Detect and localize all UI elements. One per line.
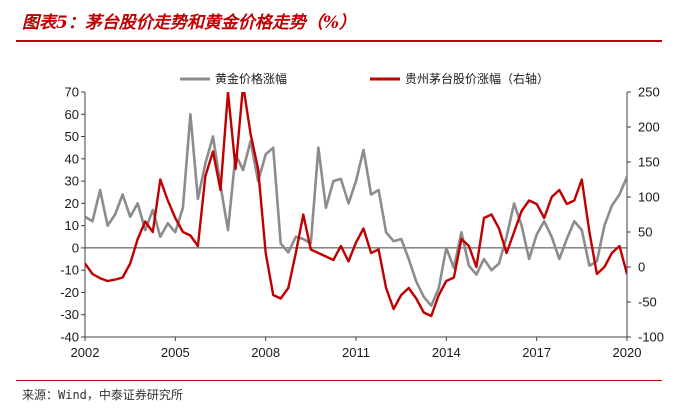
right-axis-tick-label: 50 bbox=[638, 225, 652, 240]
x-axis-tick-label: 2014 bbox=[432, 345, 461, 360]
x-axis-tick-label: 2002 bbox=[71, 345, 100, 360]
legend-label-gold: 黄金价格涨幅 bbox=[215, 71, 287, 86]
chart-axes: 706050403020100-10-20-30-402502001501005… bbox=[60, 85, 664, 361]
x-axis-tick-label: 2005 bbox=[161, 345, 190, 360]
left-axis-tick-label: 70 bbox=[65, 85, 79, 100]
x-axis-tick-label: 2011 bbox=[342, 345, 370, 360]
right-axis-tick-label: 0 bbox=[638, 260, 645, 275]
left-axis-tick-label: 30 bbox=[65, 174, 79, 189]
left-axis-tick-label: -40 bbox=[60, 330, 79, 345]
x-axis-tick-label: 2020 bbox=[613, 345, 642, 360]
left-axis-tick-label: 60 bbox=[65, 107, 79, 122]
x-axis-tick-label: 2017 bbox=[522, 345, 551, 360]
right-axis-tick-label: 200 bbox=[638, 120, 660, 135]
right-axis-tick-label: 100 bbox=[638, 190, 660, 205]
left-axis-tick-label: 40 bbox=[65, 151, 79, 166]
right-axis-tick-label: 250 bbox=[638, 85, 660, 100]
left-axis-tick-label: -20 bbox=[60, 285, 79, 300]
chart-legend: 黄金价格涨幅 贵州茅台股价涨幅（右轴） bbox=[180, 71, 549, 86]
left-axis-tick-label: 0 bbox=[72, 240, 79, 255]
right-axis-tick-label: 150 bbox=[638, 155, 660, 170]
source-note: 来源：Wind，中泰证券研究所 bbox=[22, 388, 183, 402]
title-bar: 图表5：茅台股价走势和黄金价格走势（%） bbox=[0, 0, 676, 42]
moutai-price-series-line bbox=[85, 92, 627, 318]
right-axis-tick-label: -100 bbox=[638, 330, 664, 345]
left-axis-tick-label: 20 bbox=[65, 196, 79, 211]
chart-title: 图表5：茅台股价走势和黄金价格走势（%） bbox=[22, 13, 356, 33]
left-axis-tick-label: 10 bbox=[65, 218, 79, 233]
gold-price-series-line bbox=[85, 113, 627, 308]
left-axis-tick-label: -30 bbox=[60, 307, 79, 322]
x-axis-tick-label: 2008 bbox=[251, 345, 280, 360]
right-axis-tick-label: -50 bbox=[638, 295, 657, 310]
legend-label-moutai: 贵州茅台股价涨幅（右轴） bbox=[405, 71, 549, 86]
title-divider bbox=[16, 40, 662, 42]
left-axis-tick-label: -10 bbox=[60, 263, 79, 278]
footer-divider bbox=[16, 380, 662, 381]
chart-series bbox=[85, 92, 627, 318]
left-axis-tick-label: 50 bbox=[65, 129, 79, 144]
